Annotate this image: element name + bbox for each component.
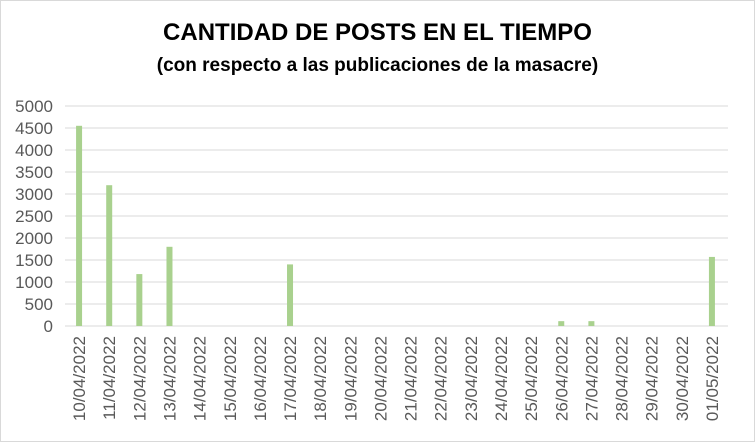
y-tick-label: 4500 — [15, 119, 53, 138]
x-tick-label: 12/04/2022 — [130, 336, 149, 421]
bar — [106, 185, 112, 326]
y-tick-label: 1500 — [15, 251, 53, 270]
x-tick-label: 13/04/2022 — [160, 336, 179, 421]
y-tick-label: 3500 — [15, 163, 53, 182]
bar — [558, 321, 564, 326]
y-tick-label: 3000 — [15, 185, 53, 204]
x-tick-label: 14/04/2022 — [191, 336, 210, 421]
x-tick-label: 25/04/2022 — [522, 336, 541, 421]
x-tick-label: 28/04/2022 — [613, 336, 632, 421]
y-tick-label: 4000 — [15, 141, 53, 160]
x-tick-label: 01/05/2022 — [703, 336, 722, 421]
x-tick-label: 23/04/2022 — [462, 336, 481, 421]
y-tick-label: 2500 — [15, 207, 53, 226]
y-tick-label: 2000 — [15, 229, 53, 248]
y-tick-label: 0 — [44, 317, 53, 336]
x-tick-label: 18/04/2022 — [311, 336, 330, 421]
y-tick-label: 5000 — [15, 97, 53, 116]
x-tick-label: 19/04/2022 — [341, 336, 360, 421]
x-tick-label: 20/04/2022 — [371, 336, 390, 421]
x-tick-label: 16/04/2022 — [251, 336, 270, 421]
bar — [166, 247, 172, 326]
x-tick-label: 21/04/2022 — [402, 336, 421, 421]
bar — [287, 264, 293, 326]
x-tick-label: 24/04/2022 — [492, 336, 511, 421]
x-tick-label: 17/04/2022 — [281, 336, 300, 421]
x-tick-label: 11/04/2022 — [100, 336, 119, 420]
x-tick-label: 26/04/2022 — [552, 336, 571, 421]
x-tick-label: 15/04/2022 — [221, 336, 240, 421]
bar — [709, 257, 715, 326]
x-tick-label: 29/04/2022 — [643, 336, 662, 421]
x-tick-label: 10/04/2022 — [70, 336, 89, 421]
bar — [588, 321, 594, 326]
y-tick-label: 500 — [25, 295, 53, 314]
bar — [136, 274, 142, 326]
y-tick-label: 1000 — [15, 273, 53, 292]
x-tick-label: 30/04/2022 — [673, 336, 692, 421]
x-tick-label: 27/04/2022 — [582, 336, 601, 421]
x-tick-label: 22/04/2022 — [432, 336, 451, 421]
bar — [76, 126, 82, 326]
